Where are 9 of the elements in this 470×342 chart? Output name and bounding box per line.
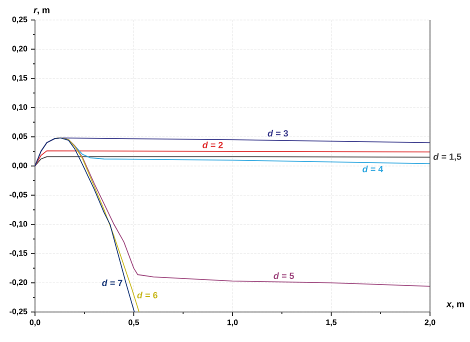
annotation: d = 2 <box>202 142 223 148</box>
annotation: d = 1,5 <box>433 153 462 162</box>
y-axis-title: r, m <box>34 8 50 14</box>
annotation: d = 5 <box>274 272 294 280</box>
annotation: d = 3 <box>268 130 288 137</box>
annotation: d = 4 <box>362 166 384 172</box>
x-axis-title: x, m <box>446 302 464 308</box>
annotation: d = 7 <box>102 280 122 286</box>
annotation: d = 6 <box>137 292 158 298</box>
